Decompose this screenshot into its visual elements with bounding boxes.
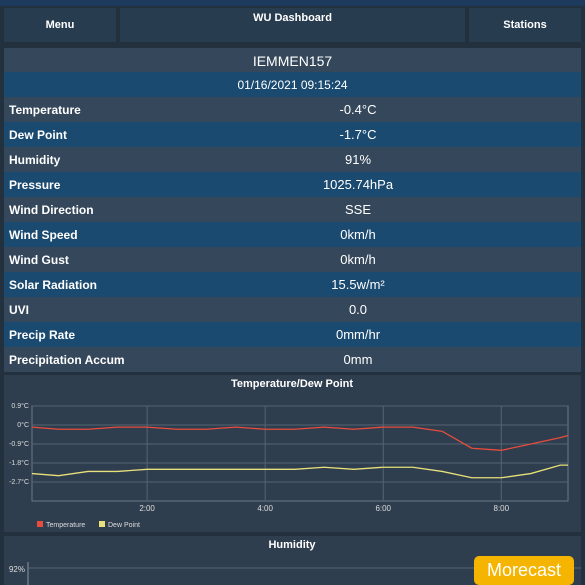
y-tick-label: -2.7°C — [9, 478, 29, 486]
row-value: 15.5w/m² — [331, 277, 385, 292]
menu-button[interactable]: Menu — [4, 8, 116, 42]
humidity-title: Humidity — [268, 539, 316, 551]
legend-label: Dew Point — [108, 522, 140, 529]
row-label: Precipitation Accum — [9, 353, 125, 367]
x-tick-label: 6:00 — [375, 504, 391, 513]
row-value: 91% — [344, 152, 372, 167]
row-value: -1.7°C — [339, 127, 377, 142]
x-tick-label: 2:00 — [139, 504, 155, 513]
row-value: 0km/h — [340, 227, 376, 242]
series-line — [31, 464, 568, 479]
humidity-tick: 92% — [9, 565, 25, 574]
row-value: 0km/h — [340, 252, 376, 267]
row-value: -0.4°C — [339, 102, 377, 117]
morecast-label[interactable]: Morecast — [487, 560, 561, 580]
row-label: Temperature — [9, 103, 81, 117]
table-row: Dew Point -1.7°C — [4, 122, 581, 147]
row-label: Pressure — [9, 178, 61, 192]
table-row: Solar Radiation 15.5w/m² — [4, 272, 581, 297]
legend-swatch — [37, 521, 43, 527]
table-row: Wind Gust 0km/h — [4, 247, 581, 272]
table-row: Temperature -0.4°C — [4, 97, 581, 122]
table-row: Precip Rate 0mm/hr — [4, 322, 581, 347]
row-value: SSE — [344, 202, 371, 217]
y-tick-label: -0.9°C — [9, 440, 29, 448]
table-row: Pressure 1025.74hPa — [4, 172, 581, 197]
y-tick-label: -1.8°C — [9, 459, 29, 467]
timestamp-row: 01/16/2021 09:15:24 — [4, 72, 581, 97]
legend-label: Temperature — [46, 522, 85, 529]
row-label: UVI — [9, 303, 30, 317]
table-row: UVI 0.0 — [4, 297, 581, 322]
x-tick-label: 4:00 — [257, 504, 273, 513]
chart-title: Temperature/Dew Point — [231, 378, 353, 390]
row-value: 0mm — [343, 352, 373, 367]
table-row: Wind Speed 0km/h — [4, 222, 581, 247]
y-tick-label: 0.9°C — [11, 402, 29, 410]
x-tick-label: 8:00 — [494, 504, 510, 513]
series-line — [31, 426, 569, 451]
y-tick-label: 0°C — [17, 421, 29, 429]
station-id: IEMMEN157 — [252, 53, 333, 69]
row-label: Solar Radiation — [9, 278, 98, 292]
stations-button[interactable]: Stations — [469, 8, 581, 42]
row-label: Wind Speed — [9, 228, 78, 242]
app-title: WU Dashboard — [120, 8, 465, 42]
table-row: Precipitation Accum 0mm — [4, 347, 581, 372]
chart-panel — [4, 375, 581, 532]
row-label: Humidity — [9, 153, 61, 167]
status-bar — [0, 0, 585, 6]
table-row: Humidity 91% — [4, 147, 581, 172]
morecast-badge[interactable] — [474, 556, 574, 585]
row-value: 0.0 — [348, 302, 368, 317]
row-label: Dew Point — [9, 128, 68, 142]
row-label: Precip Rate — [9, 328, 76, 342]
row-label: Wind Gust — [9, 253, 69, 267]
legend-swatch — [99, 521, 105, 527]
station-row: IEMMEN157 — [4, 48, 581, 72]
row-value: 0mm/hr — [335, 327, 381, 342]
table-row: Wind Direction SSE — [4, 197, 581, 222]
timestamp: 01/16/2021 09:15:24 — [237, 78, 348, 92]
row-label: Wind Direction — [9, 203, 94, 217]
row-value: 1025.74hPa — [322, 177, 394, 192]
